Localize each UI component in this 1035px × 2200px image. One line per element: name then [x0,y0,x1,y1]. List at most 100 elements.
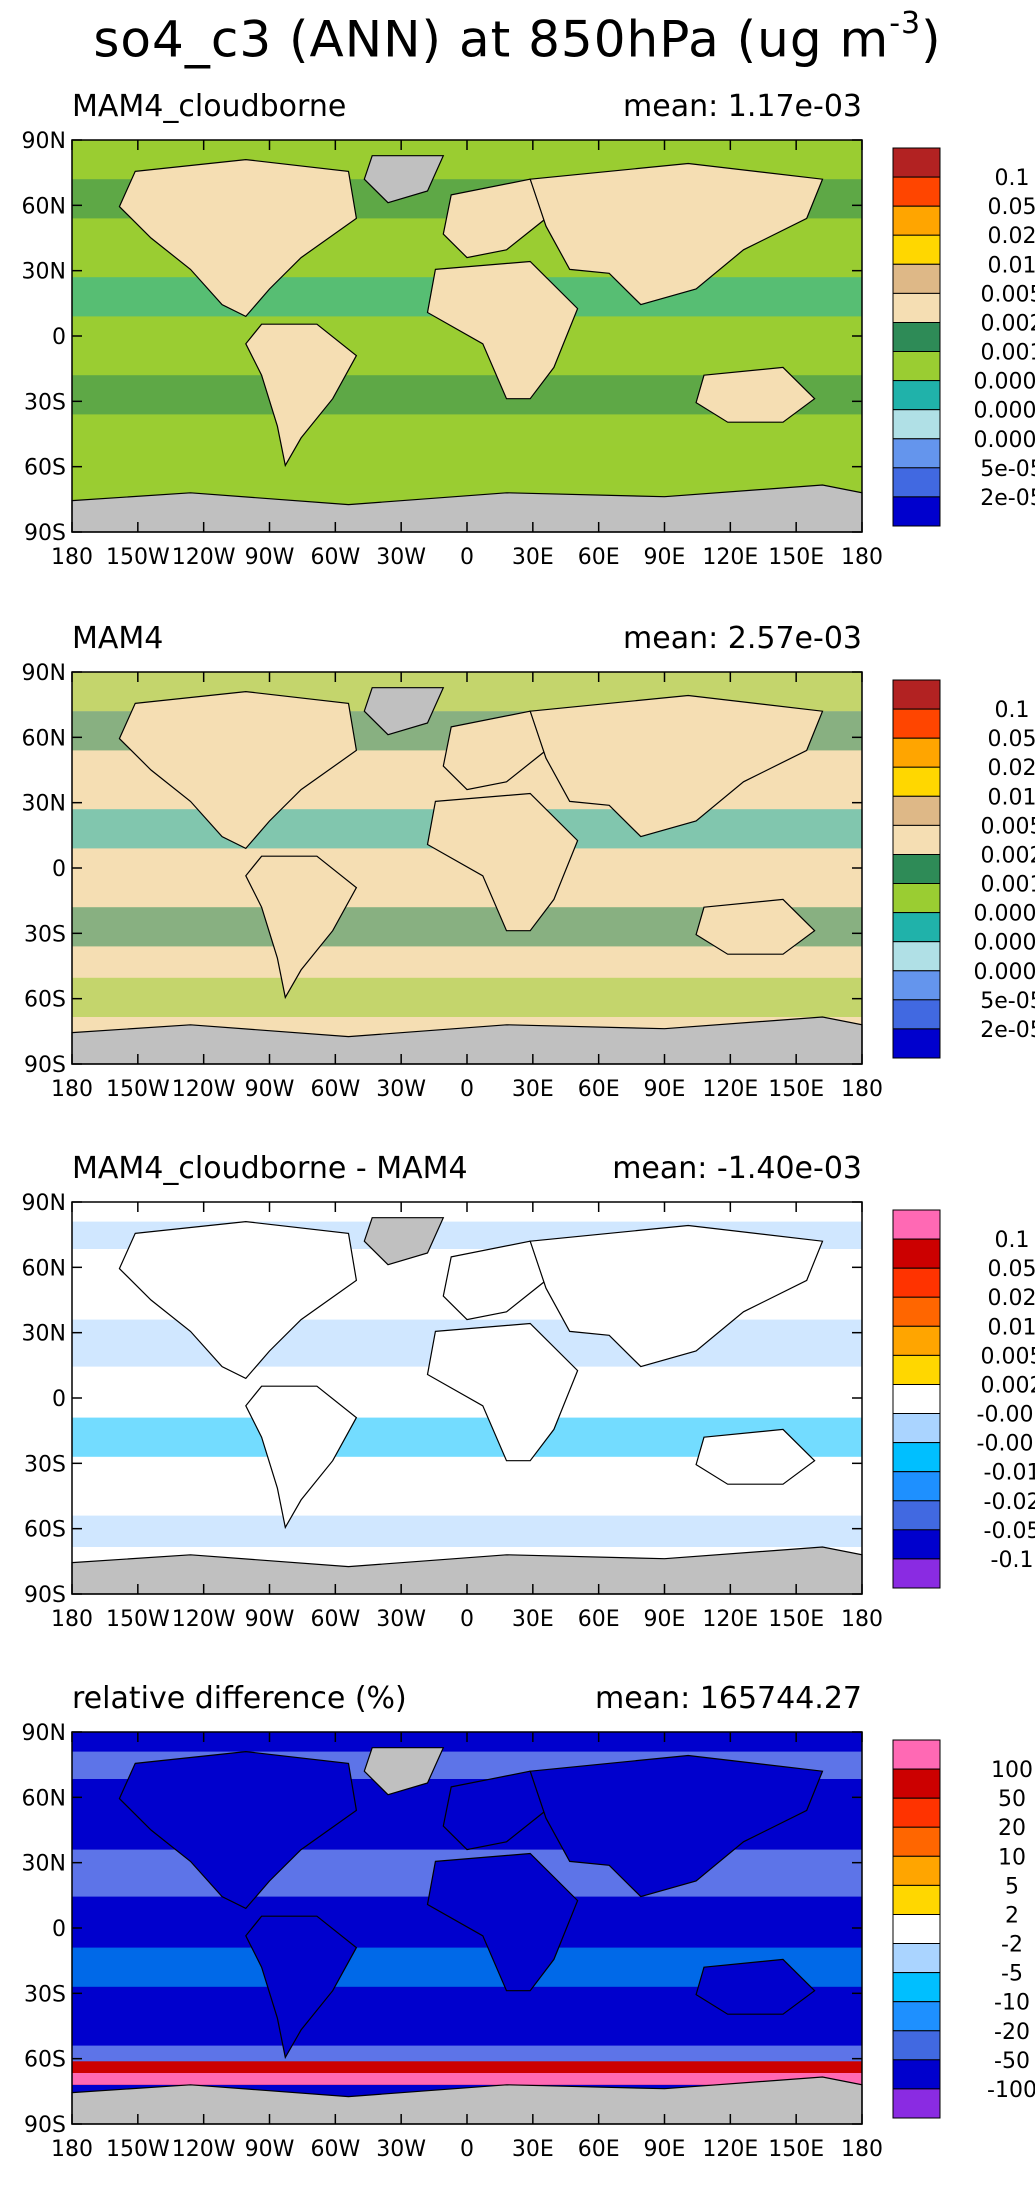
colorbar-box [892,467,941,498]
colorbar-box [892,1558,941,1589]
colorbar-box [892,1529,941,1560]
lon-label: 30E [512,1077,554,1102]
colorbar-label: 0.05 [988,1257,1035,1282]
africa-outline [426,1852,579,1992]
colorbar-label: 0.01 [988,253,1035,278]
colorbar-box [892,1768,941,1799]
colorbar-label: 0.001 [981,873,1035,898]
lon-label: 60W [310,1077,360,1102]
lat-label: 60S [24,456,66,481]
colorbar-box [892,679,941,710]
panel-mean: mean: 165744.27 [595,1681,862,1716]
lat-label: 60N [22,1786,66,1811]
lon-label: 30E [512,545,554,570]
lat-label: 30S [24,390,66,415]
colorbar-label: -10 [994,1991,1030,2016]
lon-label: 150E [768,1077,824,1102]
colorbar-label: -0.02 [984,1490,1035,1515]
colorbar-label: 0.005 [981,1344,1035,1369]
colorbar-box [892,1325,941,1356]
colorbar-label: 0.02 [988,756,1035,781]
greenland-outline [363,687,445,736]
australia-outline [695,1428,816,1485]
lon-label: 90E [644,1077,686,1102]
lat-label: 90N [22,661,66,686]
south-america-outline [245,1385,358,1530]
colorbar-box [892,1826,941,1857]
colorbar-label: -0.1 [991,1548,1034,1573]
greenland-outline [363,1217,445,1266]
asia-outline [529,1754,824,1898]
colorbar-box [892,1267,941,1298]
lat-label: 60S [24,1518,66,1543]
asia-outline [529,1224,824,1368]
lon-label: 90E [644,2137,686,2162]
colorbar-label: 100 [991,1758,1033,1783]
colorbar-box [892,854,941,885]
lon-label: 60W [310,1607,360,1632]
colorbar-label: 0.1 [995,698,1030,723]
lon-label: 60E [578,1607,620,1632]
colorbar-box [892,380,941,411]
colorbar-box [892,1855,941,1886]
lon-label: 120E [702,2137,758,2162]
lon-label: 150W [106,545,170,570]
colorbar-box [892,1384,941,1415]
lat-label: 60S [24,2048,66,2073]
figure-title-close: ) [921,10,942,69]
colorbar-label: 0.0002 [974,931,1035,956]
lon-label: 60W [310,545,360,570]
colorbar-box [892,1797,941,1828]
lon-label: 180 [841,2137,883,2162]
lon-label: 60E [578,545,620,570]
lon-label: 0 [460,545,474,570]
lat-label: 30N [22,1322,66,1347]
north-america-outline [118,690,358,850]
lon-label: 60E [578,2137,620,2162]
asia-outline [529,162,824,306]
lon-label: 180 [841,545,883,570]
colorbar-box [892,1028,941,1059]
lon-label: 90E [644,1607,686,1632]
africa-outline [426,1322,579,1462]
lon-label: 120W [172,2137,236,2162]
colorbar-label: 5 [1005,1874,1019,1899]
lon-label: 30W [376,545,426,570]
colorbar-label: 5e-05 [980,989,1035,1014]
north-america-outline [118,158,358,318]
lat-label: 30S [24,1452,66,1477]
lat-label: 60N [22,194,66,219]
colorbar-box [892,176,941,207]
lon-label: 30E [512,2137,554,2162]
colorbar-label: 0.002 [981,311,1035,336]
lon-label: 60E [578,1077,620,1102]
colorbar-box [892,1354,941,1385]
colorbar-box [892,1914,941,1945]
panel-title: relative difference (%) [72,1681,407,1716]
colorbar-box [892,883,941,914]
colorbar-label: 0.0001 [974,960,1035,985]
lon-label: 90W [245,1077,295,1102]
map-panel-3: MAM4_cloudborne - MAM4 mean: -1.40e-03 90N… [0,1150,1035,1670]
lat-label: 30S [24,922,66,947]
colorbar-label: 2e-05 [980,486,1035,511]
colorbar-label: 20 [998,1816,1026,1841]
lat-label: 0 [52,857,66,882]
colorbar-label: -0.05 [984,1519,1035,1544]
lon-label: 30W [376,1077,426,1102]
colorbar-box [892,1972,941,2003]
panel-title: MAM4_cloudborne - MAM4 [72,1151,468,1186]
lon-label: 0 [460,1607,474,1632]
colorbar-box [892,496,941,527]
colorbar-box [892,708,941,739]
colorbar-box [892,322,941,353]
lon-label: 180 [51,1077,93,1102]
panel-title: MAM4_cloudborne [72,89,347,124]
panel-mean: mean: 1.17e-03 [623,89,862,124]
colorbar-label: -0.002 [977,1403,1035,1428]
colorbar-label: 10 [998,1845,1026,1870]
lon-label: 120E [702,1607,758,1632]
lon-label: 60W [310,2137,360,2162]
